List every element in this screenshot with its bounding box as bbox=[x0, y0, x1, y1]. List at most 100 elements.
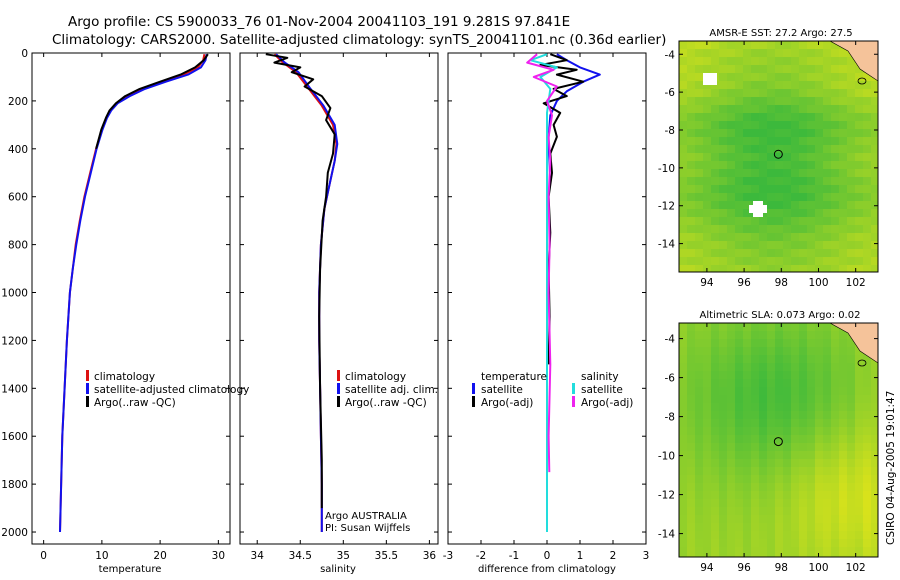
map-cell bbox=[871, 121, 878, 129]
map-cell bbox=[735, 547, 743, 555]
map-cell bbox=[687, 395, 695, 403]
map-cell bbox=[855, 467, 863, 475]
map-cell bbox=[687, 459, 695, 467]
map-cell bbox=[783, 177, 791, 185]
map-cell bbox=[799, 97, 807, 105]
map-cell bbox=[743, 507, 751, 515]
map-cell bbox=[679, 185, 687, 193]
map-cell bbox=[767, 105, 775, 113]
map-cell bbox=[855, 515, 863, 523]
map-cell bbox=[759, 161, 767, 169]
missing-data-patch bbox=[749, 205, 767, 213]
map-cell bbox=[823, 177, 831, 185]
map-cell bbox=[759, 331, 767, 339]
map-cell bbox=[767, 323, 775, 331]
map-cell bbox=[751, 491, 759, 499]
lat-tick-label: -8 bbox=[665, 125, 675, 137]
map-cell bbox=[775, 355, 783, 363]
map-cell bbox=[735, 531, 743, 539]
map-cell bbox=[815, 65, 823, 73]
map-cell bbox=[695, 467, 703, 475]
map-cell bbox=[711, 323, 719, 331]
map-cell bbox=[823, 161, 831, 169]
map-cell bbox=[791, 129, 799, 137]
map-cell bbox=[807, 371, 815, 379]
map-cell bbox=[751, 97, 759, 105]
map-cell bbox=[847, 555, 855, 557]
map-cell bbox=[679, 249, 687, 257]
map-cell bbox=[807, 97, 815, 105]
map-cell bbox=[735, 121, 743, 129]
map-cell bbox=[807, 427, 815, 435]
map-cell bbox=[703, 145, 711, 153]
map-cell bbox=[807, 443, 815, 451]
map-cell bbox=[815, 129, 823, 137]
map-cell bbox=[695, 241, 703, 249]
map-cell bbox=[735, 57, 743, 65]
map-cell bbox=[719, 371, 727, 379]
map-cell bbox=[743, 547, 751, 555]
map-cell bbox=[783, 113, 791, 121]
map-cell bbox=[719, 81, 727, 89]
map-cell bbox=[695, 201, 703, 209]
map-cell bbox=[791, 73, 799, 81]
map-cell bbox=[735, 161, 743, 169]
map-cell bbox=[831, 523, 839, 531]
map-cell bbox=[759, 435, 767, 443]
map-cell bbox=[767, 201, 775, 209]
map-cell bbox=[751, 105, 759, 113]
map-cell bbox=[719, 395, 727, 403]
map-cell bbox=[783, 129, 791, 137]
map-cell bbox=[831, 419, 839, 427]
map-cell bbox=[735, 129, 743, 137]
map-cell bbox=[735, 523, 743, 531]
map-cell bbox=[711, 193, 719, 201]
map-cell bbox=[679, 539, 687, 547]
map-cell bbox=[831, 257, 839, 265]
map-cell bbox=[847, 129, 855, 137]
map-cell bbox=[799, 539, 807, 547]
map-cell bbox=[775, 531, 783, 539]
pi-label: PI: Susan Wijffels bbox=[325, 523, 410, 534]
map-cell bbox=[735, 241, 743, 249]
map-cell bbox=[783, 555, 791, 557]
map-cell bbox=[823, 49, 831, 57]
lat-tick-label: -4 bbox=[665, 49, 676, 61]
map-cell bbox=[807, 161, 815, 169]
x-tick-label: 0 bbox=[544, 550, 551, 562]
map-cell bbox=[719, 249, 727, 257]
map-cell bbox=[815, 73, 823, 81]
map-cell bbox=[871, 443, 878, 451]
map-cell bbox=[823, 153, 831, 161]
map-cell bbox=[815, 427, 823, 435]
map-cell bbox=[807, 459, 815, 467]
map-cell bbox=[807, 323, 815, 331]
map-cell bbox=[719, 225, 727, 233]
map-cell bbox=[815, 105, 823, 113]
map-cell bbox=[831, 161, 839, 169]
map-cell bbox=[735, 201, 743, 209]
map-cell bbox=[847, 105, 855, 113]
map-cell bbox=[695, 89, 703, 97]
map-cell bbox=[679, 201, 687, 209]
sst-map-title: AMSR-E SST: 27.2 Argo: 27.5 bbox=[709, 28, 852, 39]
map-cell bbox=[815, 265, 823, 272]
map-cell bbox=[743, 355, 751, 363]
map-cell bbox=[743, 435, 751, 443]
map-cell bbox=[735, 347, 743, 355]
map-cell bbox=[799, 475, 807, 483]
map-cell bbox=[823, 209, 831, 217]
map-cell bbox=[695, 515, 703, 523]
map-cell bbox=[711, 491, 719, 499]
map-cell bbox=[783, 121, 791, 129]
map-cell bbox=[847, 547, 855, 555]
map-cell bbox=[847, 387, 855, 395]
map-cell bbox=[791, 459, 799, 467]
map-cell bbox=[767, 241, 775, 249]
map-cell bbox=[759, 427, 767, 435]
map-cell bbox=[703, 443, 711, 451]
map-cell bbox=[831, 451, 839, 459]
map-cell bbox=[703, 137, 711, 145]
map-cell bbox=[863, 89, 871, 97]
map-cell bbox=[703, 113, 711, 121]
